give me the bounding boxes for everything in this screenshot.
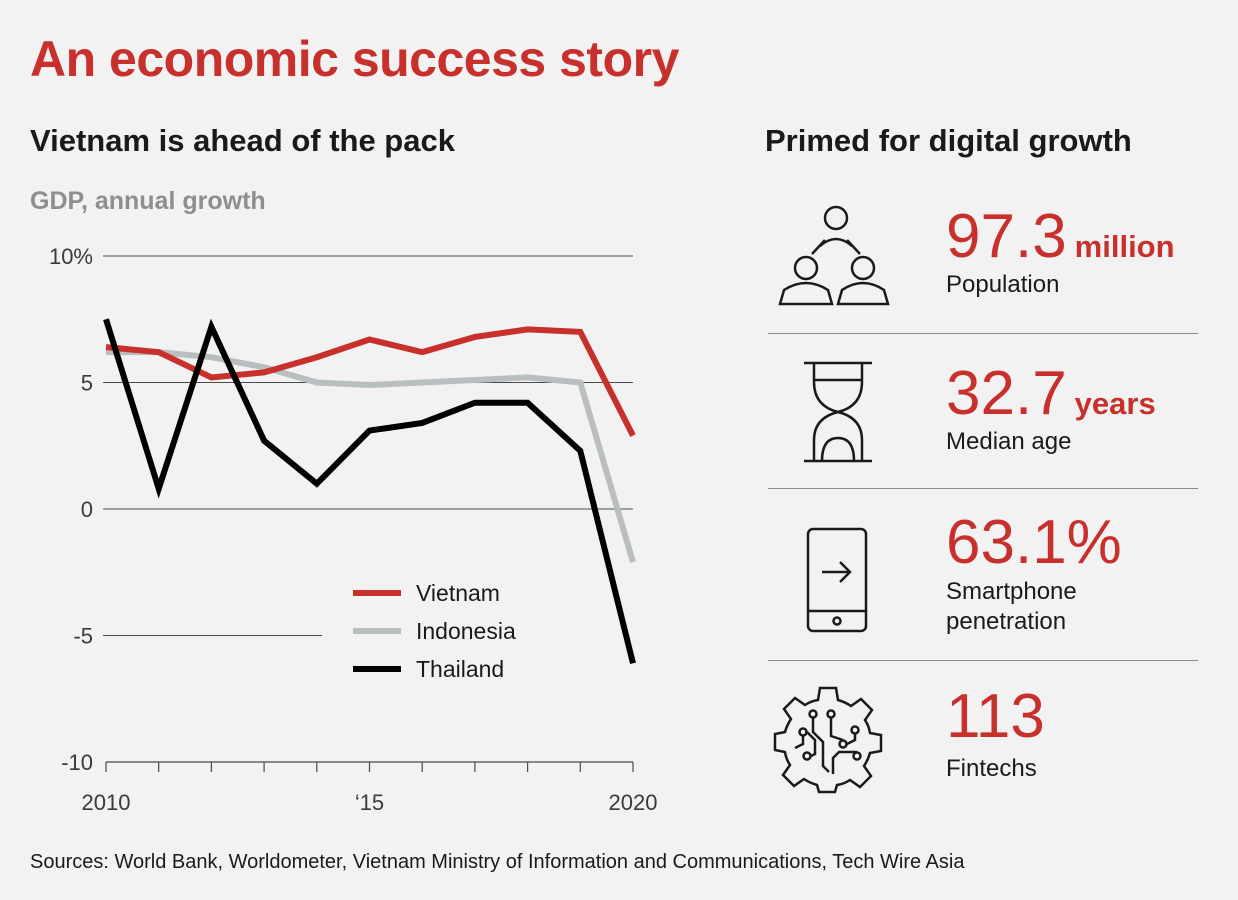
stat-population: 97.3 million Population (768, 200, 1198, 310)
stat-median-age: 32.7 years Median age (768, 355, 1198, 465)
y-tick-label: 5 (81, 371, 93, 396)
stat-label: Median age (946, 428, 1072, 455)
stats-heading: Primed for digital growth (765, 123, 1132, 158)
stat-label: Smartphone penetration (946, 578, 1077, 635)
y-tick-label: 0 (81, 497, 93, 522)
y-tick-label: -10 (61, 750, 93, 775)
y-tick-label: -5 (73, 624, 93, 649)
stat-fintechs: 113 Fintechs (768, 682, 1198, 802)
x-tick-label: 2020 (609, 790, 658, 815)
y-tick-label: 10% (49, 244, 93, 269)
gdp-line-chart: 10% 5 0 -5 -10 2010 ‘15 2020 Vietnam Indonesia Tha… (49, 244, 658, 815)
stat-unit: million (1074, 229, 1175, 264)
series-line-thailand (103, 318, 636, 665)
stat-smartphone: 63.1% Smartphone penetration (768, 510, 1198, 645)
stat-value: 113 (946, 682, 1045, 751)
people-network-icon (778, 205, 890, 306)
stat-value: 97.3 million (946, 202, 1175, 271)
smartphone-arrow-icon (806, 527, 868, 633)
chart-heading: Vietnam is ahead of the pack (30, 123, 455, 158)
legend-label: Vietnam (416, 580, 500, 606)
stat-label: Population (946, 271, 1060, 298)
divider (768, 660, 1198, 661)
circuit-gear-icon (773, 686, 883, 794)
legend-label: Thailand (416, 656, 504, 682)
x-tick-label: 2010 (82, 790, 131, 815)
page-title: An economic success story (30, 31, 679, 87)
stat-value: 63.1% (946, 508, 1122, 577)
divider (768, 488, 1198, 489)
legend-label: Indonesia (416, 618, 516, 644)
divider (768, 333, 1198, 334)
chart-subtitle: GDP, annual growth (30, 187, 266, 215)
hourglass-icon (804, 361, 872, 463)
sources-note: Sources: World Bank, Worldometer, Vietna… (30, 851, 965, 873)
stat-value: 32.7 years (946, 359, 1156, 428)
stat-unit: years (1074, 386, 1156, 421)
stat-label: Fintechs (946, 755, 1037, 782)
series-line-indonesia (106, 349, 636, 563)
x-tick-label: ‘15 (355, 790, 384, 815)
series-line-vietnam (105, 326, 636, 437)
